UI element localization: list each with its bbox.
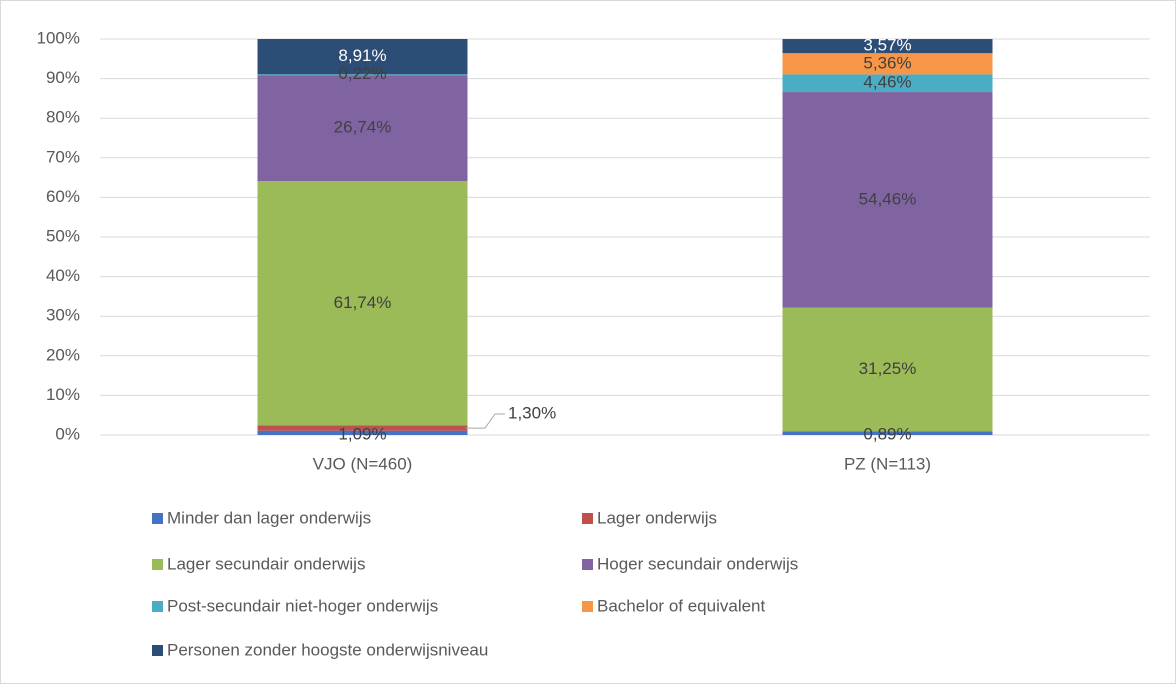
y-tick-label: 90% [46, 68, 80, 87]
data-label: 5,36% [863, 53, 911, 72]
data-label: 26,74% [334, 118, 392, 137]
legend-label: Personen zonder hoogste onderwijsniveau [167, 640, 488, 659]
bar-segment [782, 74, 993, 93]
legend-swatch [582, 513, 593, 524]
data-label: 4,46% [863, 73, 911, 92]
legend-swatch [152, 601, 163, 612]
bar-segment [257, 181, 468, 426]
legend-label: Bachelor of equivalent [597, 596, 766, 615]
bar-segment [782, 431, 993, 435]
bar-segment [257, 75, 468, 182]
bar-segment [257, 430, 468, 435]
leader-line [465, 413, 505, 429]
bar-segment [782, 307, 993, 432]
legend-swatch [152, 513, 163, 524]
data-label: 1,30% [508, 403, 556, 422]
legend-label: Post-secundair niet-hoger onderwijs [167, 596, 438, 615]
bar-segment [782, 53, 993, 75]
data-label: 0,22% [338, 64, 386, 83]
y-tick-label: 50% [46, 226, 80, 245]
legend-swatch [152, 559, 163, 570]
y-tick-label: 100% [37, 28, 80, 47]
data-label: 8,91% [338, 46, 386, 65]
bar-segment [257, 39, 468, 75]
y-tick-label: 30% [46, 306, 80, 325]
legend-swatch [582, 559, 593, 570]
data-label: 31,25% [859, 359, 917, 378]
legend-label: Minder dan lager onderwijs [167, 508, 371, 527]
y-tick-label: 20% [46, 345, 80, 364]
x-tick-label: PZ (N=113) [844, 454, 931, 473]
data-label: 61,74% [334, 293, 392, 312]
data-label: 1,09% [338, 424, 386, 443]
legend-label: Lager secundair onderwijs [167, 554, 365, 573]
data-label: 0,89% [863, 424, 911, 443]
bar-segment [257, 425, 468, 431]
legend-swatch [582, 601, 593, 612]
y-tick-label: 0% [55, 424, 80, 443]
y-tick-label: 60% [46, 187, 80, 206]
y-tick-label: 40% [46, 266, 80, 285]
data-label: 54,46% [859, 189, 917, 208]
bar-segment [782, 39, 993, 54]
y-tick-label: 10% [46, 385, 80, 404]
bar-segment [257, 74, 468, 76]
data-label: 3,57% [863, 36, 911, 55]
y-tick-label: 80% [46, 108, 80, 127]
legend-swatch [152, 645, 163, 656]
legend-label: Lager onderwijs [597, 508, 717, 527]
y-tick-label: 70% [46, 147, 80, 166]
legend-label: Hoger secundair onderwijs [597, 554, 798, 573]
bar-segment [782, 92, 993, 308]
x-tick-label: VJO (N=460) [313, 454, 413, 473]
